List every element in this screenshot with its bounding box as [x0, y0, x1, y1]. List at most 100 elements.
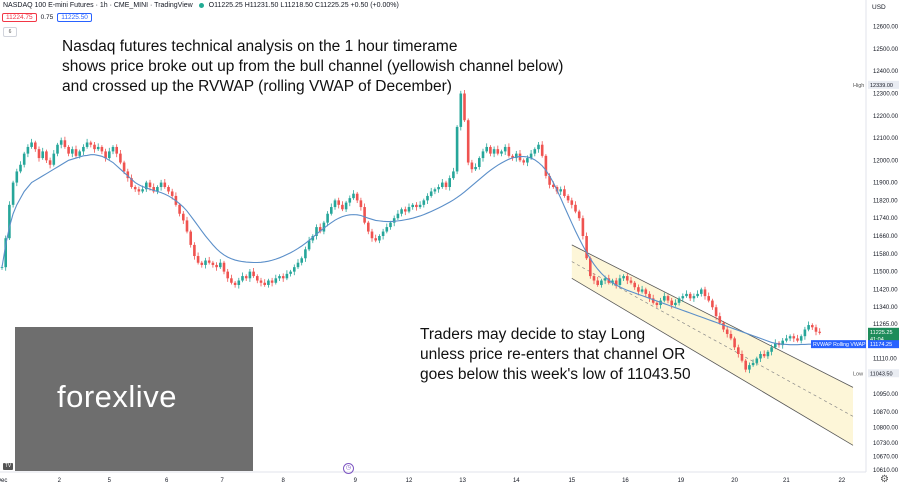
- candle-body: [41, 151, 44, 159]
- time-tick-label: 20: [731, 478, 738, 484]
- annotation-bottom: Traders may decide to stay Long unless p…: [420, 326, 691, 383]
- tradingview-logo-icon[interactable]: TV: [3, 463, 13, 470]
- price-tick-label: 11740.00: [873, 216, 898, 222]
- price-tick-label: 11660.00: [873, 234, 898, 240]
- candle-body: [363, 207, 366, 223]
- candle-body: [315, 227, 318, 236]
- candle-body: [285, 273, 289, 279]
- candle-body: [248, 271, 252, 279]
- time-tick-label: 6: [165, 478, 169, 484]
- candle-body: [788, 336, 792, 339]
- gear-icon[interactable]: ⚙: [880, 474, 889, 485]
- price-tick-label: 10950.00: [873, 392, 899, 398]
- candle-body: [193, 244, 196, 257]
- candle-body: [34, 142, 37, 150]
- candle-body: [359, 200, 363, 208]
- candle-body: [429, 191, 433, 196]
- candle-body: [796, 338, 799, 341]
- candle-body: [85, 142, 89, 147]
- candle-body: [533, 149, 537, 154]
- candle-body: [130, 178, 133, 188]
- candle-body: [15, 171, 19, 183]
- last-price-tag: [868, 327, 899, 343]
- buy-button[interactable]: 11225.50: [57, 13, 92, 22]
- price-tick-label: 11420.00: [873, 287, 898, 293]
- candle-body: [448, 178, 451, 188]
- candle-body: [540, 144, 544, 156]
- rvwap-name-tag: [811, 340, 866, 349]
- candle-body: [4, 238, 7, 268]
- time-tick-label: Dec: [0, 478, 7, 484]
- candle-body: [74, 149, 78, 156]
- candle-body: [577, 211, 581, 219]
- candle-body: [230, 278, 233, 283]
- candle-body: [152, 187, 155, 192]
- candle-body: [433, 189, 437, 192]
- time-tick-label: 22: [839, 478, 846, 484]
- candle-body: [515, 153, 518, 159]
- candle-body: [404, 209, 407, 212]
- candle-body: [666, 296, 670, 301]
- candle-body: [570, 200, 574, 205]
- low-value-label: 11043.50: [870, 371, 893, 377]
- candle-body: [718, 316, 722, 323]
- candle-body: [196, 256, 200, 263]
- candle-body: [45, 151, 48, 161]
- candle-body: [566, 195, 570, 201]
- time-tick-label: 5: [108, 478, 112, 484]
- candle-body: [688, 293, 692, 299]
- price-tick-label: 12000.00: [873, 158, 899, 164]
- price-tick-label: 12200.00: [873, 114, 899, 120]
- bull-channel-fill: [571, 244, 853, 446]
- candle-body: [792, 336, 796, 339]
- candle-body: [400, 209, 403, 214]
- candle-body: [418, 204, 422, 208]
- clock-icon[interactable]: ◷: [343, 463, 354, 474]
- candle-body: [629, 280, 633, 283]
- candle-body: [770, 347, 773, 352]
- high-value-label: 12339.00: [870, 83, 893, 89]
- price-tick-label: 10610.00: [873, 468, 899, 474]
- candle-body: [145, 182, 148, 190]
- annotation-top: Nasdaq futures technical analysis on the…: [62, 38, 564, 95]
- candle-body: [119, 153, 122, 163]
- price-tick-label: 11900.00: [873, 181, 898, 187]
- rvwap-name-label: RVWAP Rolling VWAP: [813, 342, 866, 348]
- chart-header: NASDAQ 100 E-mini Futures · 1h · CME_MIN…: [3, 2, 399, 9]
- candle-body: [82, 146, 85, 152]
- sell-button[interactable]: 11224.75: [2, 13, 37, 22]
- ohlc-values: O11225.25 H11231.50 L11218.50 C11225.25 …: [208, 2, 399, 9]
- candle-body: [611, 280, 614, 283]
- candle-body: [56, 144, 59, 154]
- time-tick-label: 15: [568, 478, 575, 484]
- candle-body: [211, 262, 215, 265]
- candle-body: [626, 276, 629, 281]
- candle-body: [714, 307, 718, 317]
- indicator-count-button[interactable]: 6: [3, 27, 17, 37]
- candle-body: [378, 236, 381, 241]
- price-tick-label: 11580.00: [873, 252, 898, 258]
- price-tick-label: 12500.00: [873, 47, 899, 53]
- rvwap-line: [1, 154, 831, 346]
- forexlive-logo: forexlive: [15, 327, 253, 471]
- candle-body: [318, 227, 322, 232]
- time-tick-label: 14: [513, 478, 520, 484]
- symbol-title[interactable]: NASDAQ 100 E-mini Futures · 1h · CME_MIN…: [3, 2, 193, 9]
- channel-upper-line: [571, 244, 854, 388]
- candle-body: [207, 260, 211, 263]
- candle-body: [344, 202, 348, 210]
- candle-body: [167, 187, 170, 192]
- candle-body: [737, 347, 740, 354]
- candle-body: [696, 293, 699, 297]
- candle-body: [215, 264, 218, 268]
- candle-body: [470, 162, 474, 170]
- candle-body: [252, 271, 255, 277]
- candle-body: [614, 280, 618, 285]
- candle-body: [537, 144, 540, 150]
- high-label: High: [853, 83, 864, 89]
- price-tick-label: 12100.00: [873, 136, 899, 142]
- candle-body: [300, 258, 303, 263]
- candle-body: [289, 271, 292, 274]
